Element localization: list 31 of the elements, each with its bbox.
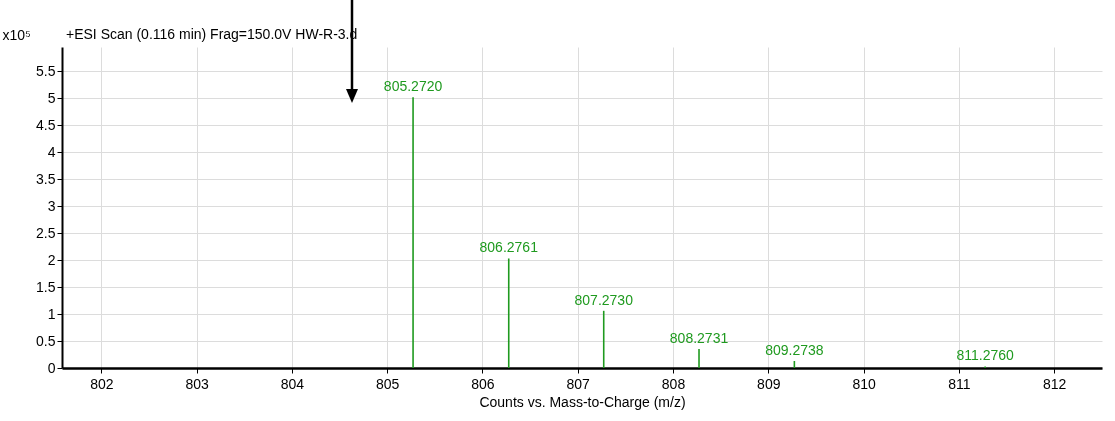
x-tick-label: 807: [566, 375, 591, 392]
y-tick-label: 2: [47, 251, 56, 268]
y-tick-label: 4: [47, 143, 56, 160]
y-tick-label: 3: [47, 197, 56, 214]
y-tick-label: 1.5: [36, 278, 56, 295]
annotation: 811.2760: [956, 347, 1015, 364]
y-tick-label: 2.5: [36, 224, 56, 241]
x-tick-label: 810: [852, 375, 876, 392]
y-tick-label: 3.5: [36, 170, 56, 187]
x-tick-label: 811: [948, 375, 971, 392]
y-tick-label: 5.5: [36, 62, 56, 79]
annotation: 805.2720: [383, 78, 443, 95]
x-tick-label: 804: [280, 375, 305, 392]
x-tick-label: 806: [471, 375, 495, 392]
y-axis-title: x10⁵: [2, 26, 31, 43]
x-axis-title: Counts vs. Mass-to-Charge (m/z): [479, 393, 686, 410]
x-tick-label: 808: [661, 375, 686, 392]
y-tick-label: 1: [47, 305, 56, 322]
x-tick-label: 812: [1042, 375, 1067, 392]
y-tick-label: 4.5: [36, 116, 56, 133]
x-tick-label: 809: [757, 375, 781, 392]
annotation: 808.2731: [669, 330, 729, 347]
y-tick-label: 0: [47, 359, 56, 376]
x-tick-label: 805: [375, 375, 400, 392]
y-tick-label: 0.5: [36, 332, 56, 349]
x-tick-label: 802: [90, 375, 114, 392]
annotation: 807.2730: [574, 291, 634, 308]
annotation: 806.2761: [479, 239, 539, 256]
x-tick-label: 803: [185, 375, 209, 392]
annotation: 809.2738: [765, 341, 824, 358]
y-tick-label: 5: [47, 89, 56, 106]
